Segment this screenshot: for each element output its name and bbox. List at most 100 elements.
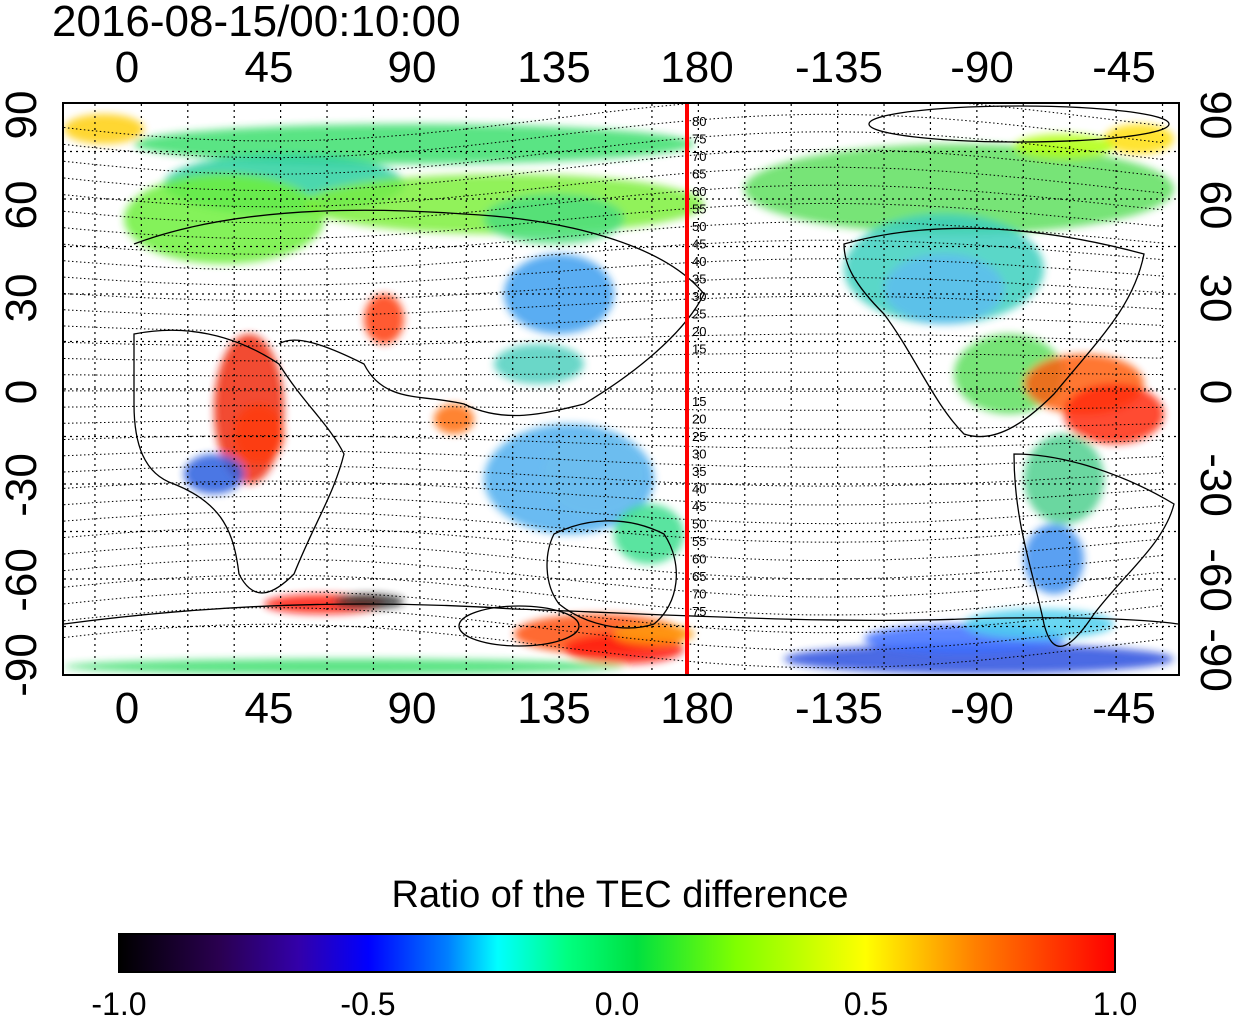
north-america-coast [843,227,1145,438]
tec-patch [1014,134,1114,159]
contour-line [64,465,1165,487]
tec-map: 80 75 70 65 60 55 50 45 40 35 30 25 20 15 15 20 25 30 35 40… [62,102,1180,676]
right-lat-tick: -30 [1191,453,1240,517]
bottom-lon-tick: -90 [950,684,1014,733]
left-lat-tick: -60 [0,548,46,612]
contour-label: 30 [692,447,706,462]
bottom-lon-tick: 0 [114,684,140,733]
contour-label: 25 [692,307,706,322]
contour-line [64,435,1165,449]
contour-line [64,450,1165,468]
colorbar-tick: 0.0 [594,986,640,1022]
africa-coast [133,329,345,594]
tec-patch [64,114,144,144]
right-lat-tick: 30 [1191,273,1240,323]
left-lat-tick: -90 [0,633,46,697]
colorbar-tick: -1.0 [91,986,147,1022]
tec-patch [434,404,474,434]
top-lon-tick: -135 [794,43,884,92]
contour-label: 50 [692,517,706,532]
tec-patch [64,659,624,674]
graticule [64,104,1178,674]
top-lon-tick: 180 [660,43,734,92]
tec-patch [1024,434,1104,524]
left-lat-tick: 0 [0,379,46,405]
contour-line [64,420,1165,430]
left-lat-tick: 30 [0,273,46,323]
colorbar-tick: 1.0 [1092,986,1138,1022]
south-pole-loop [458,605,580,647]
right-lat-tick: 0 [1191,379,1240,405]
left-lat-tick: -30 [0,453,46,517]
colorbar-title: Ratio of the TEC difference [391,874,849,916]
timestamp: 2016-08-15/00:10:00 [52,0,461,46]
contour-label: 20 [692,412,706,427]
contour-labels: 80 75 70 65 60 55 50 45 40 35 30 25 20 15 15 20 25 30 35 40… [692,114,706,619]
right-lat-tick: -90 [1191,628,1240,692]
tec-patch [124,174,324,264]
contour-label: 55 [692,534,706,549]
contour-line [64,333,1165,347]
contour-line [64,405,1165,411]
contour-line [64,352,1165,362]
magnetic-latitude-contours [64,104,1165,669]
contour-label: 15 [692,394,706,409]
tec-data-patches [64,114,1174,674]
contour-label: 75 [692,132,706,147]
top-lon-tick: 45 [244,43,294,92]
contour-label: 70 [692,587,706,602]
contour-label: 40 [692,254,706,269]
contour-label: 70 [692,149,706,164]
bottom-lon-tick: 45 [244,684,294,733]
contour-label: 55 [692,202,706,217]
contour-line [64,371,1165,377]
tec-map-svg: 80 75 70 65 60 55 50 45 40 35 30 25 20 15 15 20 25 30 35 40… [64,104,1178,674]
left-lat-tick: 90 [0,90,46,140]
contour-label: 80 [692,114,706,129]
top-lon-tick: -45 [1092,43,1156,92]
tec-patch [1064,384,1164,444]
contour-line [64,574,1165,616]
tec-patch [234,404,284,464]
tec-patch [744,144,1174,234]
left-lat-tick: 60 [0,180,46,230]
tec-patch [544,434,644,514]
coastlines [64,105,1178,647]
tec-patch [614,504,684,564]
tec-patch [134,124,694,164]
colorbar-tick: 0.5 [843,986,889,1022]
contour-label: 25 [692,429,706,444]
right-lat-tick: 60 [1191,180,1240,230]
contour-label: 65 [692,167,706,182]
australia-coast [546,520,677,629]
tec-patch [504,254,614,334]
bottom-lon-tick: 135 [517,684,591,733]
contour-label: 15 [692,342,706,357]
tec-patch [494,344,584,384]
contour-label: 45 [692,237,706,252]
tec-patch [334,594,404,609]
tec-patch [364,294,404,344]
tec-patch [884,254,1004,324]
contour-label: 40 [692,482,706,497]
eurasia-coast [133,209,705,417]
contour-line [64,113,1165,159]
top-lon-tick: 90 [387,43,437,92]
contour-label: 30 [692,289,706,304]
bottom-lon-tick: 180 [660,684,734,733]
tec-patch [1024,524,1084,594]
top-lon-tick: 135 [517,43,591,92]
tec-patch [964,609,1114,639]
bottom-lon-tick: -135 [794,684,884,733]
contour-label: 45 [692,499,706,514]
contour-line [64,295,1165,317]
top-lon-tick: 0 [114,43,140,92]
contour-label: 35 [692,464,706,479]
contour-label: 60 [692,552,706,567]
north-pole-loop [868,105,1170,143]
contour-line [64,558,1165,598]
bottom-lon-tick: 90 [387,684,437,733]
right-lat-tick: 90 [1191,90,1240,140]
contour-line [64,314,1165,332]
colorbar [118,933,1116,973]
